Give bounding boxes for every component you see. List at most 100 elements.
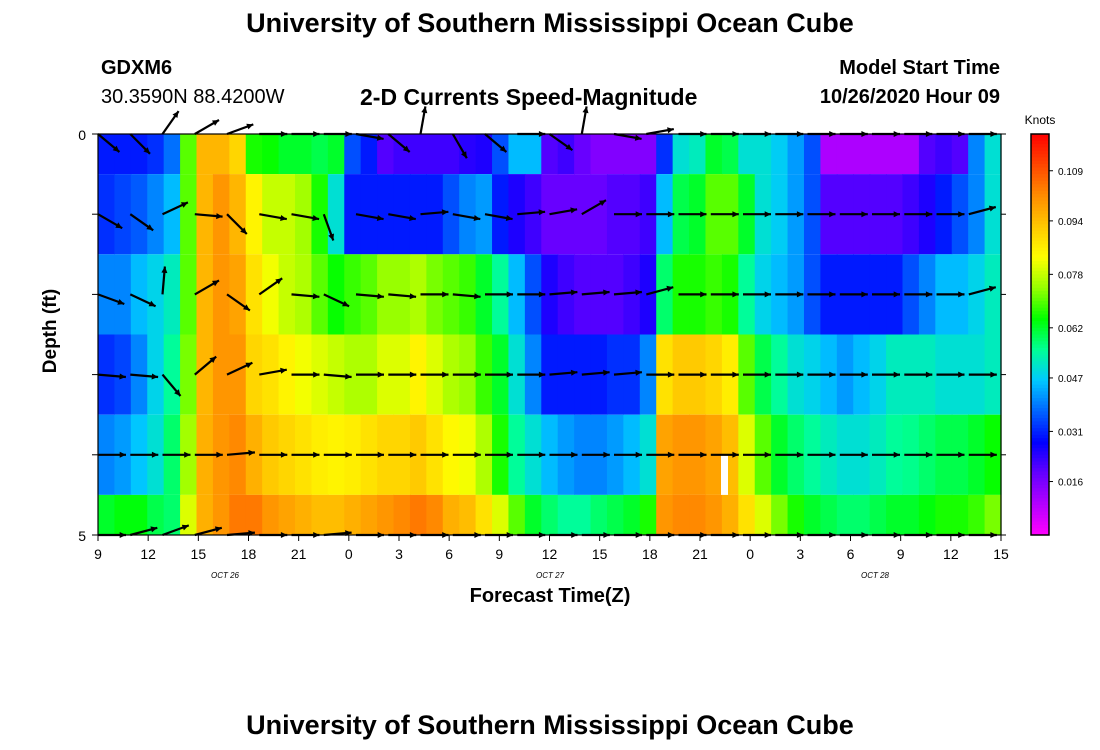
heatmap-cell bbox=[606, 494, 624, 535]
station-id: GDXM6 bbox=[101, 57, 173, 79]
heatmap-cell bbox=[147, 334, 165, 415]
colorbar-segment bbox=[1031, 341, 1049, 346]
heatmap-cell bbox=[574, 134, 592, 175]
colorbar-segment bbox=[1031, 291, 1049, 295]
heatmap-cell bbox=[98, 254, 116, 335]
heatmap-cell bbox=[426, 494, 444, 535]
current-vector-head bbox=[764, 371, 771, 378]
heatmap-cell bbox=[705, 494, 723, 535]
current-vector-head bbox=[377, 451, 384, 458]
colorbar-segment bbox=[1031, 164, 1049, 168]
heatmap-cell bbox=[935, 134, 953, 175]
current-vector-head bbox=[280, 215, 287, 221]
colorbar-segment bbox=[1031, 448, 1049, 452]
heatmap-cell bbox=[623, 494, 641, 535]
colorbar-segment bbox=[1031, 344, 1049, 349]
colorbar-segment bbox=[1031, 140, 1049, 145]
colorbar-segment bbox=[1031, 524, 1049, 529]
heatmap-cell bbox=[196, 334, 214, 415]
heatmap-cell bbox=[590, 494, 608, 535]
current-vector-head bbox=[409, 451, 417, 458]
colorbar-segment bbox=[1031, 464, 1049, 469]
current-vector-head bbox=[861, 451, 868, 458]
colorbar-segment bbox=[1031, 364, 1049, 369]
date-label: OCT 28 bbox=[861, 571, 890, 580]
current-vector-head bbox=[582, 106, 589, 114]
heatmap-cell bbox=[426, 174, 444, 255]
heatmap-cell bbox=[180, 494, 198, 535]
heatmap-cell bbox=[114, 494, 132, 535]
colorbar-segment bbox=[1031, 167, 1049, 172]
current-vector-head bbox=[603, 451, 610, 458]
x-tick-label: 15 bbox=[191, 546, 207, 562]
colorbar: Knots 0.109 0.094 0.078 0.062 0.047 0.031 0.016 bbox=[1025, 113, 1083, 536]
heatmap-cell bbox=[590, 174, 608, 255]
heatmap-cell bbox=[393, 134, 411, 175]
current-vector-head bbox=[115, 222, 123, 229]
colorbar-segment bbox=[1031, 327, 1049, 332]
heatmap-cell bbox=[377, 134, 395, 175]
heatmap-cell bbox=[180, 254, 198, 335]
heatmap-cell bbox=[311, 254, 329, 335]
heatmap-cell bbox=[229, 334, 247, 415]
heatmap-cell bbox=[442, 494, 460, 535]
current-vector-head bbox=[506, 291, 513, 298]
colorbar-segment bbox=[1031, 281, 1049, 285]
colorbar-segment bbox=[1031, 478, 1049, 483]
colorbar-segment bbox=[1031, 371, 1049, 376]
heatmap-cell bbox=[278, 494, 296, 535]
heatmap-cell bbox=[754, 134, 772, 175]
current-vector-head bbox=[732, 211, 739, 218]
current-vector-head bbox=[143, 147, 150, 154]
heatmap-cell bbox=[295, 494, 313, 535]
heatmap-cell bbox=[409, 254, 427, 335]
heatmap-cell bbox=[262, 254, 280, 335]
colorbar-segment bbox=[1031, 494, 1049, 499]
heatmap-cell bbox=[557, 334, 575, 415]
colorbar-segment bbox=[1031, 424, 1049, 429]
colorbar-segment bbox=[1031, 501, 1049, 506]
colorbar-segment bbox=[1031, 367, 1049, 372]
colorbar-tick-label: 0.062 bbox=[1058, 324, 1083, 335]
heatmap-cell bbox=[311, 334, 329, 415]
x-axis-label: Forecast Time(Z) bbox=[469, 585, 631, 607]
colorbar-segment bbox=[1031, 511, 1049, 516]
colorbar-segment bbox=[1031, 438, 1049, 442]
colorbar-segment bbox=[1031, 154, 1049, 158]
current-vector-head bbox=[214, 526, 222, 533]
current-vector-head bbox=[161, 266, 168, 274]
heatmap-cell bbox=[147, 134, 165, 175]
colorbar-segment bbox=[1031, 227, 1049, 232]
heatmap-cell bbox=[508, 254, 526, 335]
current-vector-head bbox=[603, 289, 610, 296]
colorbar-segment bbox=[1031, 284, 1049, 289]
heatmap-cell bbox=[163, 174, 181, 255]
current-vector-head bbox=[571, 451, 578, 458]
heatmap-cell bbox=[754, 494, 772, 535]
heatmap-cell bbox=[163, 334, 181, 415]
current-vector-head bbox=[796, 371, 804, 378]
heatmap-cell bbox=[163, 134, 181, 175]
x-tick-label: 6 bbox=[445, 546, 453, 562]
heatmap-cell bbox=[738, 134, 756, 175]
heatmap-cell bbox=[771, 134, 789, 175]
colorbar-segment bbox=[1031, 331, 1049, 335]
colorbar-segment bbox=[1031, 491, 1049, 496]
heatmap-cell bbox=[114, 134, 132, 175]
current-vector-head bbox=[409, 371, 417, 378]
current-vector-head bbox=[667, 371, 675, 378]
current-vector-head bbox=[376, 215, 384, 221]
y-tick-label-top: 0 bbox=[78, 127, 86, 143]
heatmap-cell bbox=[853, 134, 871, 175]
heatmap-cell bbox=[475, 494, 493, 535]
colorbar-segment bbox=[1031, 377, 1049, 382]
colorbar-segment bbox=[1031, 454, 1049, 459]
colorbar-segment bbox=[1031, 170, 1049, 175]
colorbar-segment bbox=[1031, 471, 1049, 476]
heatmap-cell bbox=[377, 254, 395, 335]
colorbar-segment bbox=[1031, 307, 1049, 312]
colorbar-segment bbox=[1031, 381, 1049, 386]
heatmap-cell bbox=[442, 254, 460, 335]
heatmap-cell bbox=[442, 334, 460, 415]
